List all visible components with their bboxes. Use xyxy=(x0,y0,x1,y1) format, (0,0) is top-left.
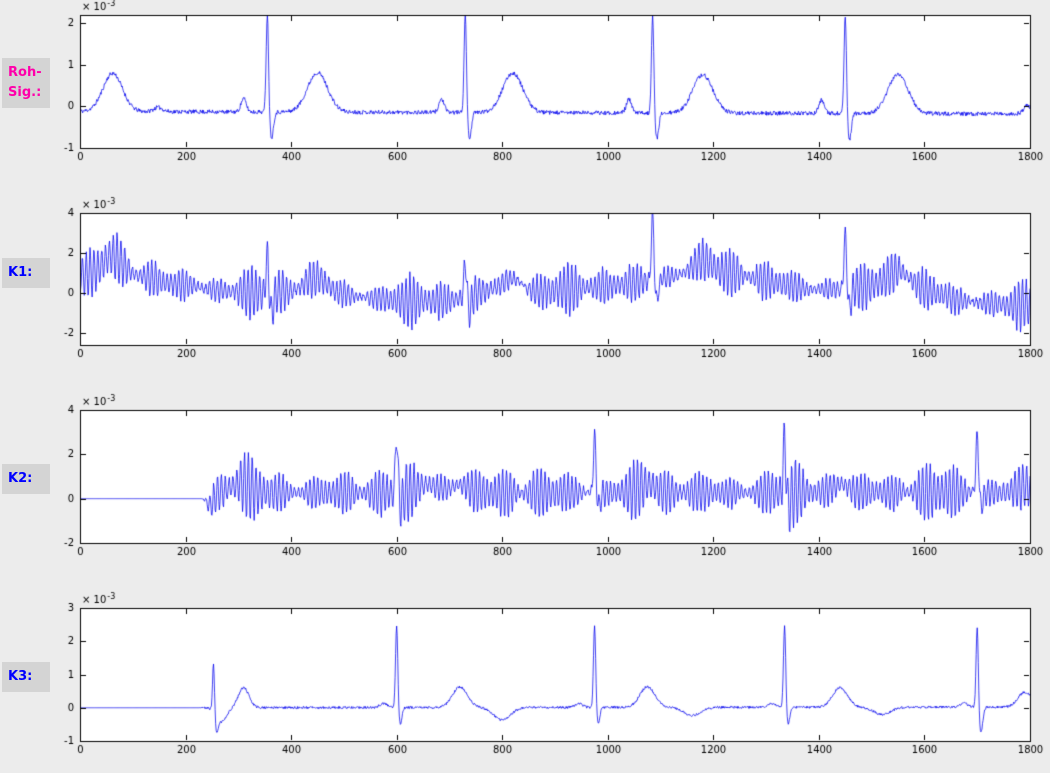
label-k3-text: K3: xyxy=(8,669,33,684)
label-k3: K3: xyxy=(2,662,50,692)
label-roh-sig: Roh- Sig.: xyxy=(2,58,50,108)
label-roh-line1: Roh- xyxy=(8,65,42,80)
label-k2: K2: xyxy=(2,464,50,494)
label-roh-line2: Sig.: xyxy=(8,85,42,100)
label-k2-text: K2: xyxy=(8,471,33,486)
label-k1: K1: xyxy=(2,258,50,288)
label-k1-text: K1: xyxy=(8,265,33,280)
